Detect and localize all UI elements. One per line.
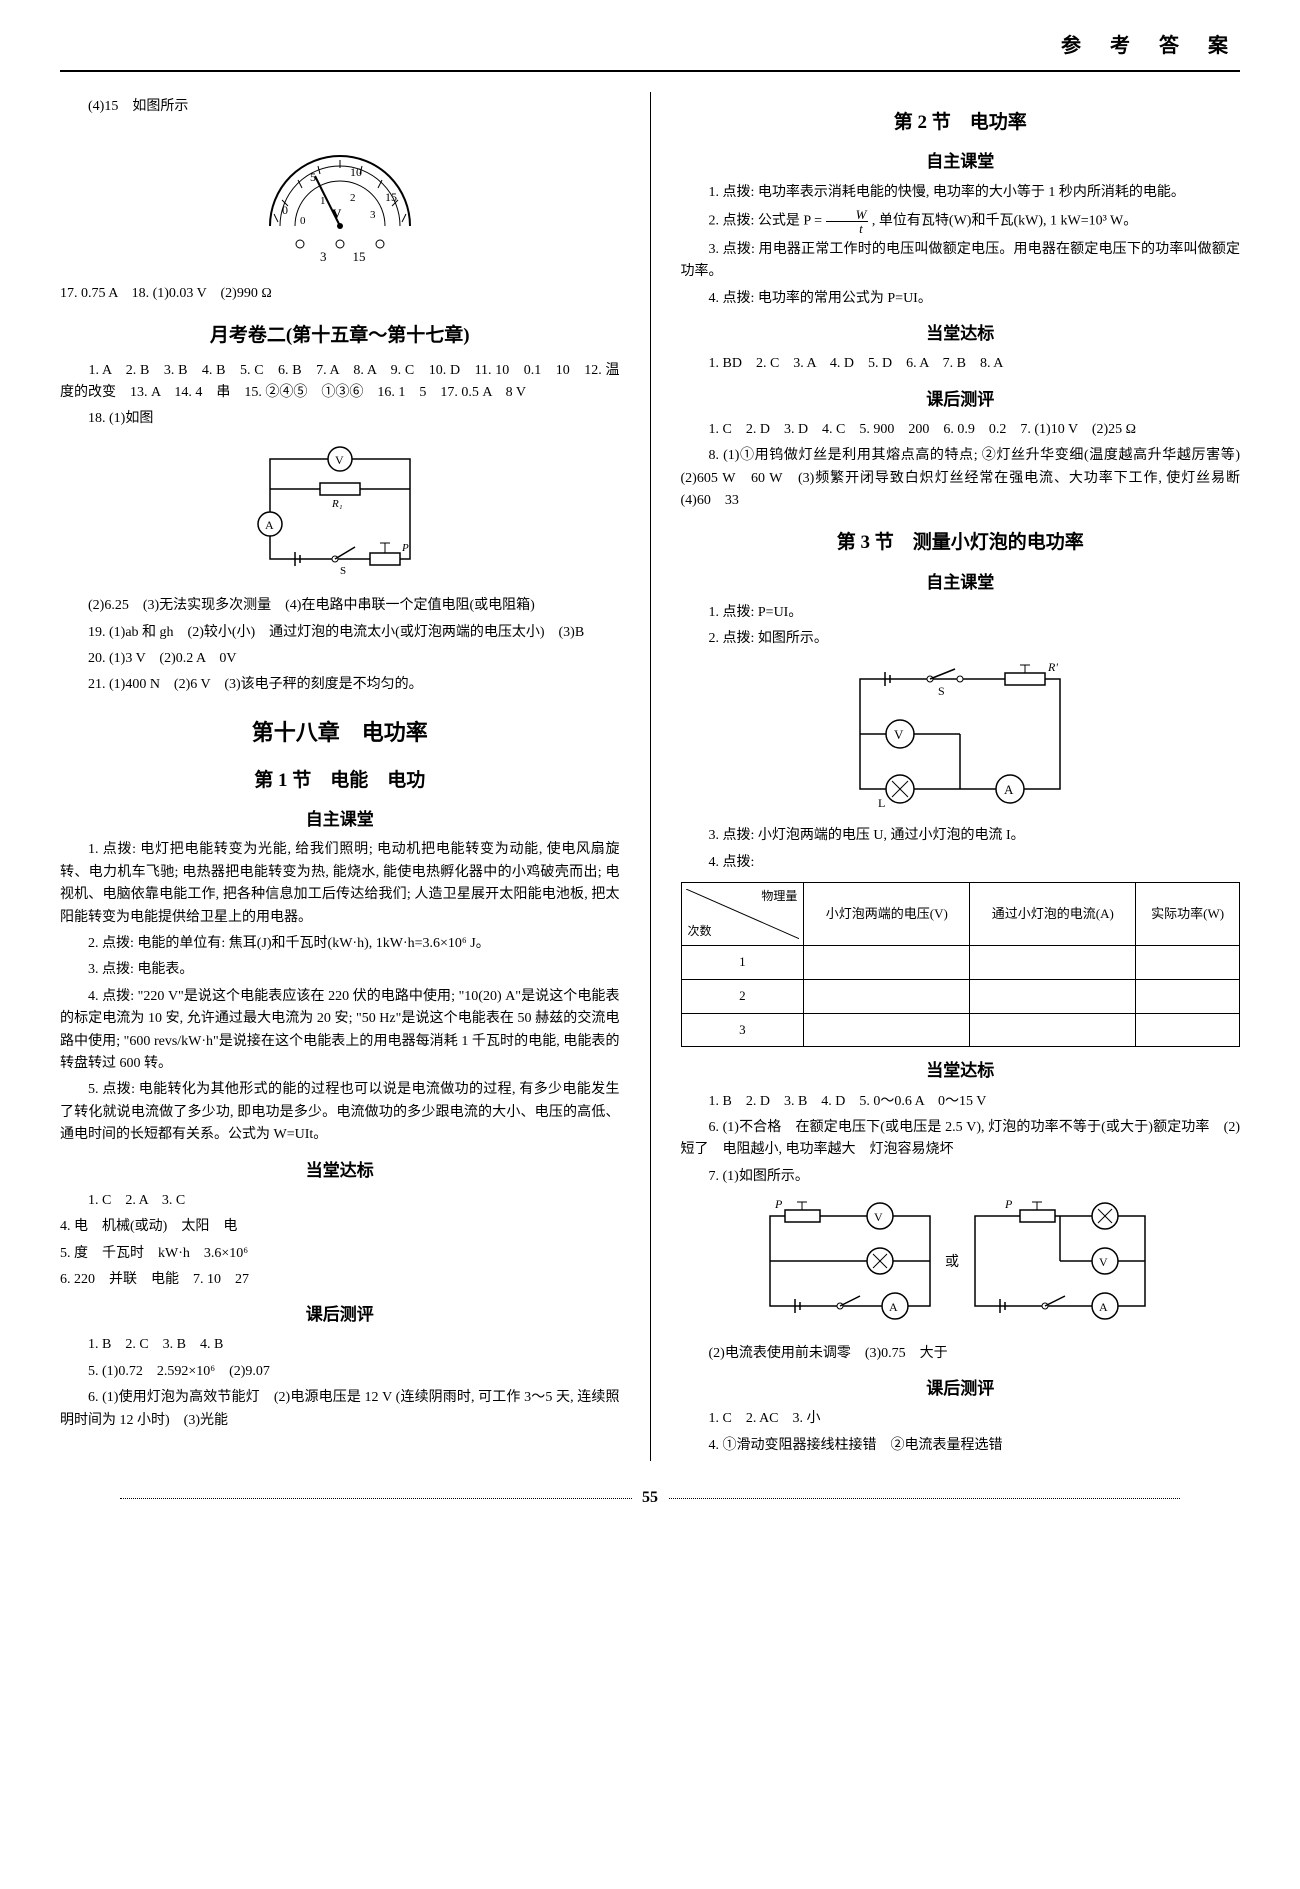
column-divider [650,92,651,1461]
svg-text:2: 2 [350,192,356,204]
circuit-diagram-2: S R' V L A [681,659,1241,817]
s1-p5: 5. 点拨: 电能转化为其他形式的能的过程也可以说是电流做功的过程, 有多少电能… [60,1079,620,1146]
s3-p1: 1. 点拨: P=UI。 [681,602,1241,624]
dt3-3: 7. (1)如图所示。 [681,1166,1241,1188]
svg-text:V: V [894,727,904,742]
col-1: 小灯泡两端的电压(V) [804,883,970,946]
row-2: 2 [681,979,804,1013]
row-3: 3 [681,1013,804,1047]
s1-p1: 1. 点拨: 电灯把电能转变为光能, 给我们照明; 电动机把电能转变为动能, 使… [60,839,620,929]
mc-4: 20. (1)3 V (2)0.2 A 0V [60,648,620,670]
s2-p3: 3. 点拨: 用电器正常工作时的电压叫做额定电压。用电器在额定电压下的功率叫做额… [681,239,1241,284]
svg-text:0: 0 [300,215,306,227]
zizhu-ketang-heading: 自主课堂 [60,806,620,833]
dangtang-dabiao-heading-2: 当堂达标 [681,320,1241,347]
svg-text:A: A [265,518,274,532]
s1-p3: 3. 点拨: 电能表。 [60,959,620,981]
item-18: 18. (1)如图 [60,408,620,430]
dt3-1: 1. B 2. D 3. B 4. D 5. 0～0.6 A 0～15 V [681,1091,1241,1113]
s1-p4: 4. 点拨: "220 V"是说这个电能表应该在 220 伏的电路中使用; "1… [60,986,620,1076]
page-number: 55 [632,1485,668,1511]
mc-3: 19. (1)ab 和 gh (2)较小(小) 通过灯泡的电流太小(或灯泡两端的… [60,622,620,644]
zizhu-ketang-heading-3: 自主课堂 [681,569,1241,596]
col-3: 实际功率(W) [1136,883,1240,946]
measurement-table: 物理量 次数 小灯泡两端的电压(V) 通过小灯泡的电流(A) 实际功率(W) 1… [681,882,1241,1047]
fraction-icon: W t [826,208,869,235]
right-column: 第 2 节 电功率 自主课堂 1. 点拨: 电功率表示消耗电能的快慢, 电功率的… [681,92,1241,1461]
mc-2: (2)6.25 (3)无法实现多次测量 (4)在电路中串联一个定值电阻(或电阻箱… [60,595,620,617]
k2-2: 8. (1)①用钨做灯丝是利用其熔点高的特点; ②灯丝升华变细(温度越高升华越厉… [681,445,1241,512]
section-3-heading: 第 3 节 测量小灯泡的电功率 [681,528,1241,558]
svg-text:V: V [335,453,344,467]
dt-4: 6. 220 并联 电能 7. 10 27 [60,1269,620,1291]
circuit-diagram-1: V R₁ A S P [60,439,620,587]
svg-text:A: A [1004,782,1014,797]
dt-2: 4. 电 机械(或动) 太阳 电 [60,1216,620,1238]
item-4-15: (4)15 如图所示 [60,96,620,118]
item-17-18: 17. 0.75 A 18. (1)0.03 V (2)990 Ω [60,283,620,305]
s3-p3: 3. 点拨: 小灯泡两端的电压 U, 通过小灯泡的电流 I。 [681,825,1241,847]
kehou-ceping-heading-3: 课后测评 [681,1375,1241,1402]
dt-1: 1. C 2. A 3. C [60,1190,620,1212]
svg-text:R₁: R₁ [331,498,343,510]
k-2: 5. (1)0.72 2.592×10⁶ (2)9.07 [60,1361,620,1383]
voltmeter-diagram: 0 5 10 15 0 1 2 3 V [60,126,620,274]
diag-top: 物理量 [761,887,797,906]
svg-text:P: P [401,542,409,554]
mc-answers-1: 1. A 2. B 3. B 4. B 5. C 6. B 7. A 8. A … [60,360,620,405]
kehou-ceping-heading: 课后测评 [60,1301,620,1328]
two-column-layout: (4)15 如图所示 0 5 10 15 0 1 2 3 V [60,92,1240,1461]
svg-text:A: A [889,1300,898,1314]
svg-text:P: P [774,1197,783,1211]
s2-p2: 2. 点拨: 公式是 P = W t , 单位有瓦特(W)和千瓦(kW), 1 … [681,208,1241,235]
dt3-4: (2)电流表使用前未调零 (3)0.75 大于 [681,1343,1241,1365]
svg-text:S: S [340,565,346,577]
page-header: 参 考 答 案 [60,30,1240,72]
s2-p2a: 2. 点拨: 公式是 P = [709,214,826,229]
monthly-exam-heading: 月考卷二(第十五章～第十七章) [60,321,620,351]
svg-text:V: V [1099,1255,1108,1269]
k-3: 6. (1)使用灯泡为高效节能灯 (2)电源电压是 12 V (连续阴雨时, 可… [60,1387,620,1432]
circuit-diagram-3: P V A 或 P [681,1196,1241,1334]
dangtang-dabiao-heading-3: 当堂达标 [681,1057,1241,1084]
s2-p2b: , 单位有瓦特(W)和千瓦(kW), 1 kW=10³ W。 [872,214,1137,229]
dangtang-dabiao-heading: 当堂达标 [60,1157,620,1184]
k-1: 1. B 2. C 3. B 4. B [60,1334,620,1356]
section-1-heading: 第 1 节 电能 电功 [60,766,620,796]
fraction-denominator: t [826,222,869,235]
svg-text:或: 或 [945,1254,959,1270]
kehou-ceping-heading-2: 课后测评 [681,386,1241,413]
dt3-2: 6. (1)不合格 在额定电压下(或电压是 2.5 V), 灯泡的功率不等于(或… [681,1117,1241,1162]
left-column: (4)15 如图所示 0 5 10 15 0 1 2 3 V [60,92,620,1461]
k3-2: 4. ①滑动变阻器接线柱接错 ②电流表量程选错 [681,1435,1241,1457]
svg-text:S: S [938,684,945,698]
svg-text:3: 3 [370,209,376,221]
k2-1: 1. C 2. D 3. D 4. C 5. 900 200 6. 0.9 0.… [681,419,1241,441]
zizhu-ketang-heading-2: 自主课堂 [681,148,1241,175]
dt-3: 5. 度 千瓦时 kW·h 3.6×10⁶ [60,1243,620,1265]
svg-text:L: L [878,796,885,809]
svg-text:A: A [1099,1300,1108,1314]
chapter-18-heading: 第十八章 电功率 [60,715,620,750]
mc-5: 21. (1)400 N (2)6 V (3)该电子秤的刻度是不均匀的。 [60,674,620,696]
s2-p1: 1. 点拨: 电功率表示消耗电能的快慢, 电功率的大小等于 1 秒内所消耗的电能… [681,182,1241,204]
svg-text:P: P [1004,1197,1013,1211]
svg-text:15: 15 [385,190,397,204]
section-2-heading: 第 2 节 电功率 [681,108,1241,138]
svg-text:V: V [874,1210,883,1224]
fraction-numerator: W [826,208,869,222]
s3-p4: 4. 点拨: [681,852,1241,874]
col-2: 通过小灯泡的电流(A) [970,883,1136,946]
s3-p2: 2. 点拨: 如图所示。 [681,628,1241,650]
s2-p4: 4. 点拨: 电功率的常用公式为 P=UI。 [681,288,1241,310]
svg-text:R': R' [1047,660,1058,674]
dt2-1: 1. BD 2. C 3. A 4. D 5. D 6. A 7. B 8. A [681,353,1241,375]
row-1: 1 [681,946,804,980]
diag-bottom: 次数 [688,922,712,941]
meter-bottom-label: 3 15 [320,249,366,264]
page-footer: 55 [60,1485,1240,1511]
s1-p2: 2. 点拨: 电能的单位有: 焦耳(J)和千瓦时(kW·h), 1kW·h=3.… [60,933,620,955]
k3-1: 1. C 2. AC 3. 小 [681,1408,1241,1430]
